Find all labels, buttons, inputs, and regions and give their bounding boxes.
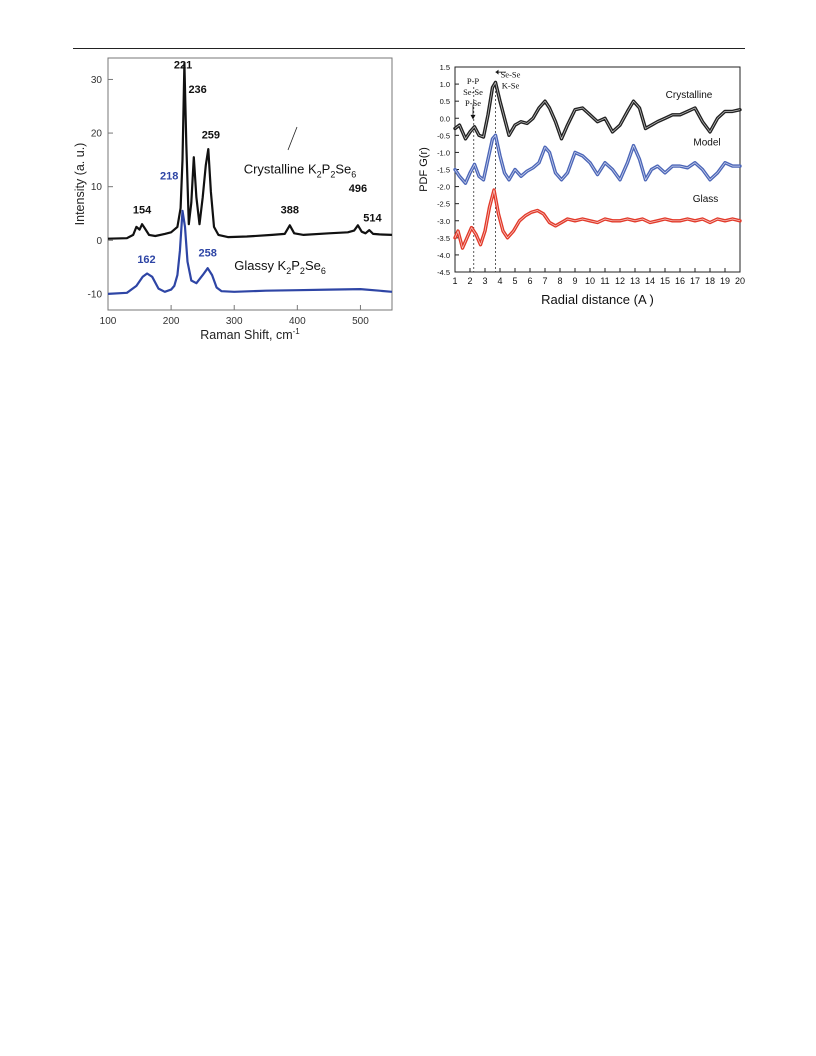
- x-tick-label: 14: [645, 276, 655, 286]
- compound-label-subscript: 2: [300, 266, 305, 276]
- y-tick-label: -3.0: [437, 217, 450, 226]
- x-tick-label: 400: [289, 316, 306, 327]
- compound-label-part: Se: [305, 258, 321, 273]
- x-tick-label: 100: [100, 316, 117, 327]
- y-tick-label: -2.5: [437, 200, 450, 209]
- peak-label: 258: [199, 247, 217, 259]
- y-tick-label: -3.5: [437, 234, 450, 243]
- x-axis-label: Radial distance (A ): [541, 292, 654, 307]
- bond-type-label: Se-Se: [501, 69, 521, 79]
- x-tick-label: 2: [467, 276, 472, 286]
- x-tick-label: 200: [163, 316, 180, 327]
- raman-series-line-0: [107, 62, 393, 240]
- series-name-label: Crystalline: [666, 90, 713, 101]
- x-tick-label: 20: [735, 276, 745, 286]
- x-tick-label: 4: [497, 276, 502, 286]
- x-tick-label: 17: [690, 276, 700, 286]
- pdf-series-highlight-glass: [454, 189, 741, 249]
- x-tick-label: 9: [572, 276, 577, 286]
- compound-label-part: Glassy K: [234, 258, 286, 273]
- y-tick-label: 1.0: [440, 80, 450, 89]
- compound-label-subscript: 2: [330, 169, 335, 179]
- x-tick-label: 19: [720, 276, 730, 286]
- bond-type-label: Se-Se: [463, 87, 483, 97]
- y-tick-label: 0.0: [440, 114, 450, 123]
- y-tick-label: -2.0: [437, 183, 450, 192]
- x-tick-label: 15: [660, 276, 670, 286]
- x-tick-label: 300: [226, 316, 243, 327]
- peak-236-leader-line: [287, 126, 298, 151]
- compound-label-part: Se: [335, 161, 351, 176]
- peak-label: 162: [137, 254, 155, 266]
- y-axis-label: PDF G(r): [418, 147, 430, 192]
- compound-label-part: P: [322, 161, 331, 176]
- compound-label-part: Crystalline K: [244, 161, 317, 176]
- x-tick-label: 3: [482, 276, 487, 286]
- page-header-rule: [73, 48, 745, 49]
- y-tick-label: 0: [96, 236, 102, 247]
- y-axis-label: Intensity (a. u.): [73, 143, 87, 226]
- pdf-series-highlight-model: [454, 134, 740, 184]
- x-tick-label: 11: [600, 276, 609, 286]
- x-tick-label: 6: [527, 276, 532, 286]
- x-tick-label: 13: [630, 276, 640, 286]
- x-axis-label-superscript: -1: [293, 327, 301, 336]
- bond-arrow-head: [470, 114, 476, 120]
- x-tick-label: 16: [675, 276, 685, 286]
- bond-arrow-head: [495, 69, 499, 75]
- y-tick-label: -10: [88, 289, 103, 300]
- x-tick-label: 12: [615, 276, 625, 286]
- y-tick-label: -0.5: [437, 131, 450, 140]
- pdf-series-highlight-crystalline: [454, 82, 741, 140]
- peak-label: 496: [349, 183, 367, 195]
- x-axis-label-text: Raman Shift, cm: [200, 328, 292, 342]
- x-tick-label: 500: [352, 316, 369, 327]
- bond-type-label: K-Se: [502, 80, 520, 90]
- y-tick-label: 20: [91, 129, 103, 140]
- peak-label: 259: [202, 129, 220, 141]
- peak-label: 221: [174, 60, 192, 72]
- y-tick-label: -1.0: [437, 148, 450, 157]
- y-tick-label: 1.5: [440, 63, 450, 72]
- y-tick-label: 0.5: [440, 97, 450, 106]
- series-name-label: Model: [693, 138, 720, 149]
- peak-label: 514: [363, 213, 382, 225]
- compound-label-subscript: 6: [351, 169, 356, 179]
- series-name-label: Glass: [693, 194, 719, 205]
- compound-label-subscript: 2: [317, 169, 322, 179]
- x-tick-label: 8: [557, 276, 562, 286]
- y-tick-label: -1.5: [437, 166, 450, 175]
- x-tick-label: 18: [705, 276, 715, 286]
- raman-series-line-1: [107, 209, 393, 295]
- raman-spectrum-chart: 100 200 300 400 500 -10 0 10 20 30 154 221 236 259 388…: [73, 57, 393, 342]
- compound-label-part: P: [291, 258, 300, 273]
- compound-label: Glassy K2P2Se6: [234, 258, 326, 276]
- x-axis-label: Raman Shift, cm-1: [200, 327, 300, 342]
- bond-type-label: P-P: [467, 76, 480, 86]
- pdf-radial-distribution-chart: 1 2 3 4 5 6 7 8 9 10 11 12 13 14 15 16 17 18 19 201.51.00.5…: [418, 63, 745, 307]
- y-tick-label: 10: [91, 182, 103, 193]
- bond-type-label: P-Se: [465, 98, 481, 108]
- x-tick-label: 10: [585, 276, 595, 286]
- compound-label-subscript: 6: [321, 266, 326, 276]
- peak-label: 154: [133, 204, 152, 216]
- peak-label: 388: [281, 204, 299, 216]
- x-tick-label: 1: [452, 276, 457, 286]
- compound-label: Crystalline K2P2Se6: [244, 161, 357, 179]
- compound-label-subscript: 2: [286, 266, 291, 276]
- plot-frame: [107, 57, 393, 311]
- peak-label: 236: [188, 84, 206, 96]
- x-tick-label: 5: [512, 276, 517, 286]
- y-tick-label: -4.5: [437, 268, 450, 277]
- y-tick-label: -4.0: [437, 251, 450, 260]
- peak-label: 218: [160, 171, 178, 183]
- x-tick-label: 7: [542, 276, 547, 286]
- y-tick-label: 30: [91, 75, 103, 86]
